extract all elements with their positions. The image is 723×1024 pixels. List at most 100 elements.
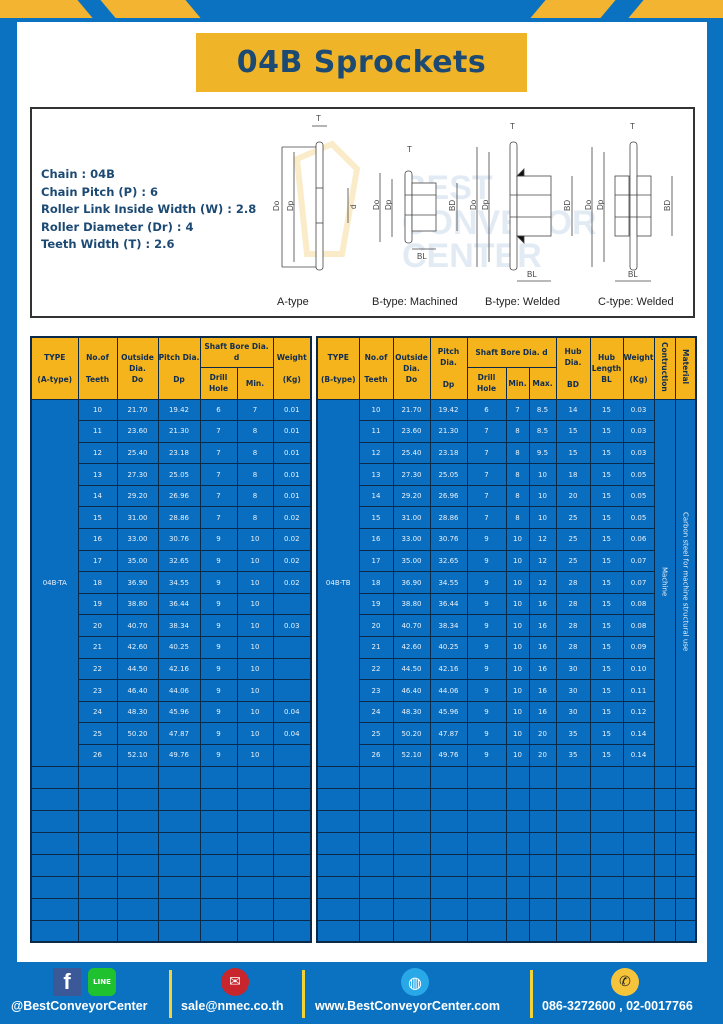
- table-cell: 15: [589, 463, 624, 486]
- empty-cell: [589, 875, 624, 899]
- table-cell: 38.80: [116, 592, 159, 616]
- table-cell: 45.96: [429, 700, 468, 724]
- table-cell: 18: [555, 463, 591, 486]
- table-cell: 25: [77, 722, 118, 745]
- table-cell: 21.70: [116, 398, 159, 422]
- empty-cell: [30, 809, 79, 833]
- empty-cell: [505, 787, 530, 811]
- spec-roller-diameter: Roller Diameter (Dr) : 4: [41, 219, 194, 234]
- table-cell: 35.00: [392, 549, 431, 573]
- empty-cell: [653, 831, 676, 855]
- table-cell: 0.01: [272, 484, 312, 508]
- table-row: 22 44.50 42.16 9 10 16 30 15 0.10: [317, 657, 696, 681]
- table-cell: 30: [555, 657, 591, 681]
- phone-numbers[interactable]: 086-3272600 , 02-0017766: [542, 999, 693, 1013]
- table-cell: 7: [466, 420, 507, 443]
- table-cell: 16: [528, 614, 557, 638]
- table-cell: 23.18: [429, 441, 468, 465]
- social-handle[interactable]: @BestConveyorCenter: [11, 999, 148, 1013]
- table-cell: 15: [555, 420, 591, 443]
- empty-cell: [272, 875, 312, 899]
- table-row: 11 23.60 21.30 7 8 8.5 15 15 0.03: [317, 420, 696, 443]
- table-cell: 30.76: [429, 528, 468, 551]
- header-weight: Weight (Kg): [622, 336, 655, 400]
- table-cell: 7: [199, 463, 238, 486]
- table-cell: 25.05: [157, 463, 201, 486]
- table-cell: 19: [77, 592, 118, 616]
- empty-cell: [392, 831, 431, 855]
- decor-stripe: [530, 0, 616, 18]
- empty-cell: [429, 831, 468, 855]
- table-cell: 0.12: [622, 700, 655, 724]
- table-cell: 40.70: [392, 614, 431, 638]
- table-cell: 0.01: [272, 398, 312, 422]
- header-type: TYPE (B-type): [316, 336, 360, 400]
- table-cell: 0.05: [622, 484, 655, 508]
- empty-cell: [589, 787, 624, 811]
- empty-cell: [77, 809, 118, 833]
- model-cell: 04B-TB: [316, 398, 360, 767]
- table-cell: 12: [77, 441, 118, 465]
- empty-cell: [272, 787, 312, 811]
- website-link[interactable]: www.BestConveyorCenter.com: [315, 999, 501, 1013]
- table-cell: 48.30: [116, 700, 159, 724]
- line-icon[interactable]: LINE: [88, 968, 116, 996]
- spec-pitch: Chain Pitch (P) : 6: [41, 184, 158, 199]
- table-cell: 19: [358, 592, 394, 616]
- table-cell: 9: [466, 700, 507, 724]
- empty-cell: [555, 875, 591, 899]
- empty-cell: [555, 853, 591, 877]
- table-cell: 10: [358, 398, 394, 422]
- table-cell: 13: [358, 463, 394, 486]
- table-cell: 20: [77, 614, 118, 638]
- table-cell: 15: [589, 441, 624, 465]
- empty-cell: [589, 765, 624, 789]
- empty-cell: [466, 919, 507, 943]
- table-cell: 9: [199, 657, 238, 681]
- table-cell: 47.87: [157, 722, 201, 745]
- globe-icon: ◍: [401, 968, 429, 996]
- table-cell: 6: [199, 398, 238, 422]
- table-cell: 28: [555, 636, 591, 659]
- table-cell: 15: [589, 506, 624, 530]
- table-cell: 0.07: [622, 571, 655, 594]
- table-cell: 0.08: [622, 592, 655, 616]
- empty-cell: [316, 765, 360, 789]
- empty-cell: [316, 853, 360, 877]
- empty-cell: [555, 809, 591, 833]
- empty-row: [316, 787, 697, 811]
- table-cell: 26.96: [429, 484, 468, 508]
- empty-cell: [199, 831, 238, 855]
- facebook-icon[interactable]: f: [53, 968, 81, 996]
- svg-text:Dp: Dp: [286, 200, 295, 211]
- svg-text:BD: BD: [563, 200, 572, 211]
- empty-cell: [272, 919, 312, 943]
- empty-cell: [429, 787, 468, 811]
- table-cell: 0.05: [622, 506, 655, 530]
- email-link[interactable]: sale@nmec.co.th: [181, 999, 284, 1013]
- table-row: 11 23.60 21.30 7 8 0.01: [31, 420, 312, 443]
- empty-row: [30, 897, 312, 921]
- header-pitch-dia: Pitch Dia. Dp: [429, 336, 468, 400]
- table-cell: 23.18: [157, 441, 201, 465]
- empty-cell: [589, 897, 624, 921]
- header-min: Min.: [505, 366, 530, 400]
- empty-cell: [528, 875, 557, 899]
- table-cell: 0.09: [622, 636, 655, 659]
- empty-cell: [316, 787, 360, 811]
- table-cell: 0.03: [622, 441, 655, 465]
- table-cell: 36.44: [429, 592, 468, 616]
- empty-cell: [505, 897, 530, 921]
- table-cell: 23: [77, 679, 118, 702]
- empty-cell: [30, 919, 79, 943]
- svg-text:BD: BD: [448, 200, 457, 211]
- table-cell: 0.08: [622, 614, 655, 638]
- watermark-logo: BEST CONVEYOR CENTER: [293, 140, 597, 275]
- table-cell: 35.00: [116, 549, 159, 573]
- svg-text:BD: BD: [663, 200, 672, 211]
- empty-cell: [555, 787, 591, 811]
- empty-cell: [316, 897, 360, 921]
- table-cell: 0.14: [622, 744, 655, 767]
- empty-cell: [199, 765, 238, 789]
- construction-text: Machine: [660, 566, 669, 597]
